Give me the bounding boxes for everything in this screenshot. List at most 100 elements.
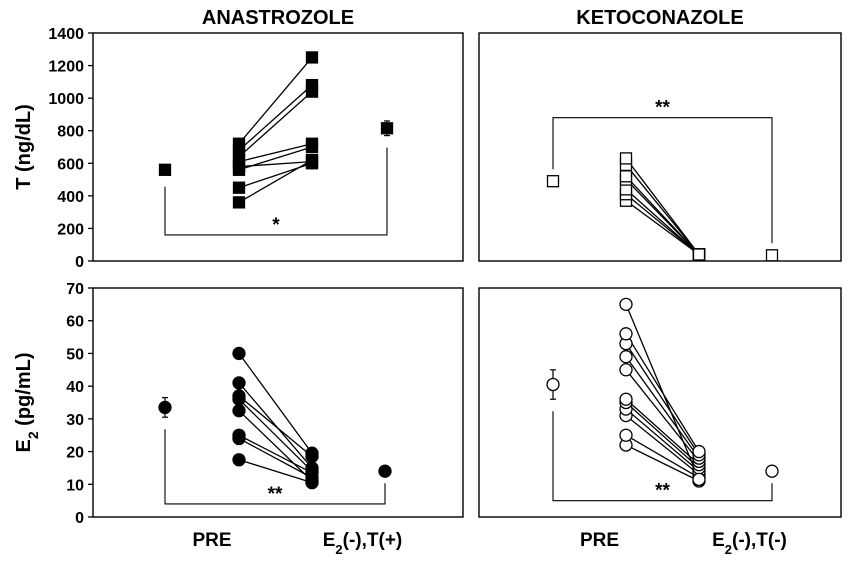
y-tick-label: 0	[75, 510, 84, 527]
significance-bracket	[164, 147, 388, 236]
pair-line	[238, 437, 313, 479]
post-point	[305, 446, 319, 460]
y-tick-label: 20	[66, 445, 84, 462]
panel-title: KETOCONAZOLE	[576, 7, 743, 29]
post-point	[692, 444, 706, 459]
y-tick-label: 70	[66, 281, 84, 298]
pair-line	[625, 398, 700, 466]
pair-line	[625, 369, 700, 462]
post-point	[305, 155, 319, 168]
y-tick-label: 600	[57, 156, 84, 173]
summary-point	[546, 175, 560, 188]
pre-point	[232, 346, 246, 361]
pair-line	[238, 91, 313, 158]
pair-line	[625, 158, 700, 255]
y-tick-label: 1200	[48, 59, 84, 76]
pair-line	[625, 356, 700, 459]
pre-point	[619, 327, 633, 341]
pair-line	[238, 57, 313, 145]
significance-label: **	[655, 98, 670, 119]
pre-point	[619, 428, 633, 442]
y-tick-label: 40	[66, 379, 84, 396]
pre-point	[619, 297, 633, 312]
pair-line	[238, 84, 313, 151]
pre-point	[232, 404, 246, 418]
pre-point	[232, 453, 246, 467]
pair-line	[238, 143, 313, 163]
summary-point	[765, 249, 779, 262]
pair-line	[238, 434, 313, 474]
pair-line	[625, 408, 700, 472]
post-point	[692, 472, 706, 487]
y-tick-label: 30	[66, 412, 84, 429]
panel-title: ANASTROZOLE	[202, 7, 354, 29]
y-tick-label: 60	[66, 314, 84, 331]
pre-point	[619, 152, 633, 165]
pre-point	[619, 350, 633, 364]
summary-point	[158, 400, 172, 415]
x-label-pre: PRE	[192, 530, 231, 551]
pair-line	[625, 434, 700, 479]
significance-label: *	[272, 215, 280, 236]
pair-line	[238, 410, 313, 482]
y-tick-label: 200	[57, 221, 84, 238]
summary-point	[158, 163, 172, 176]
pre-point	[232, 181, 246, 194]
pair-line	[625, 415, 700, 475]
pair-line	[625, 444, 700, 482]
y-tick-label: 400	[57, 189, 84, 206]
post-point	[305, 78, 319, 92]
pair-line	[238, 161, 313, 168]
post-point	[692, 248, 706, 261]
pair-line	[625, 188, 700, 255]
y-axis-label: E2 (pg/mL)	[13, 352, 41, 452]
post-point	[305, 51, 319, 64]
pair-line	[238, 382, 313, 469]
pair-line	[238, 398, 313, 472]
plot-frame	[478, 287, 842, 518]
pre-point	[232, 428, 246, 442]
y-tick-label: 800	[57, 124, 84, 141]
summary-point	[378, 464, 392, 478]
pair-line	[625, 343, 700, 456]
pre-point	[619, 392, 633, 406]
pair-line	[238, 353, 313, 454]
significance-bracket	[552, 117, 773, 244]
y-tick-label: 1400	[48, 26, 84, 43]
pre-point	[619, 363, 633, 377]
significance-bracket	[552, 411, 773, 502]
summary-point	[765, 464, 779, 478]
y-tick-label: 50	[66, 346, 84, 363]
panels-layer	[88, 32, 842, 518]
significance-label: **	[268, 484, 283, 505]
post-point	[305, 461, 319, 475]
summary-point	[380, 122, 394, 135]
x-label-pre: PRE	[580, 530, 619, 551]
y-axis-label: T (ng/dL)	[13, 104, 35, 190]
y-tick-label: 0	[75, 254, 84, 271]
x-label-post: E2(-),T(+)	[323, 530, 403, 557]
y-tick-label: 10	[66, 477, 84, 494]
significance-label: **	[655, 481, 670, 502]
pair-line	[625, 402, 700, 469]
summary-point	[546, 377, 560, 392]
x-label-post: E2(-),T(-)	[712, 530, 787, 557]
plot-frame	[478, 32, 842, 262]
plot-frame	[92, 32, 464, 262]
pair-line	[238, 459, 313, 484]
pair-line	[625, 164, 700, 255]
pair-line	[238, 162, 313, 189]
y-tick-label: 1000	[48, 91, 84, 108]
pre-point	[619, 170, 633, 183]
post-point	[305, 137, 319, 150]
pair-line	[625, 304, 700, 480]
plot-frame	[92, 287, 464, 518]
pre-point	[232, 376, 246, 390]
marks-layer	[158, 51, 779, 505]
significance-bracket	[164, 429, 386, 505]
pre-point	[232, 196, 246, 209]
pair-line	[625, 175, 700, 255]
pair-line	[625, 200, 700, 256]
